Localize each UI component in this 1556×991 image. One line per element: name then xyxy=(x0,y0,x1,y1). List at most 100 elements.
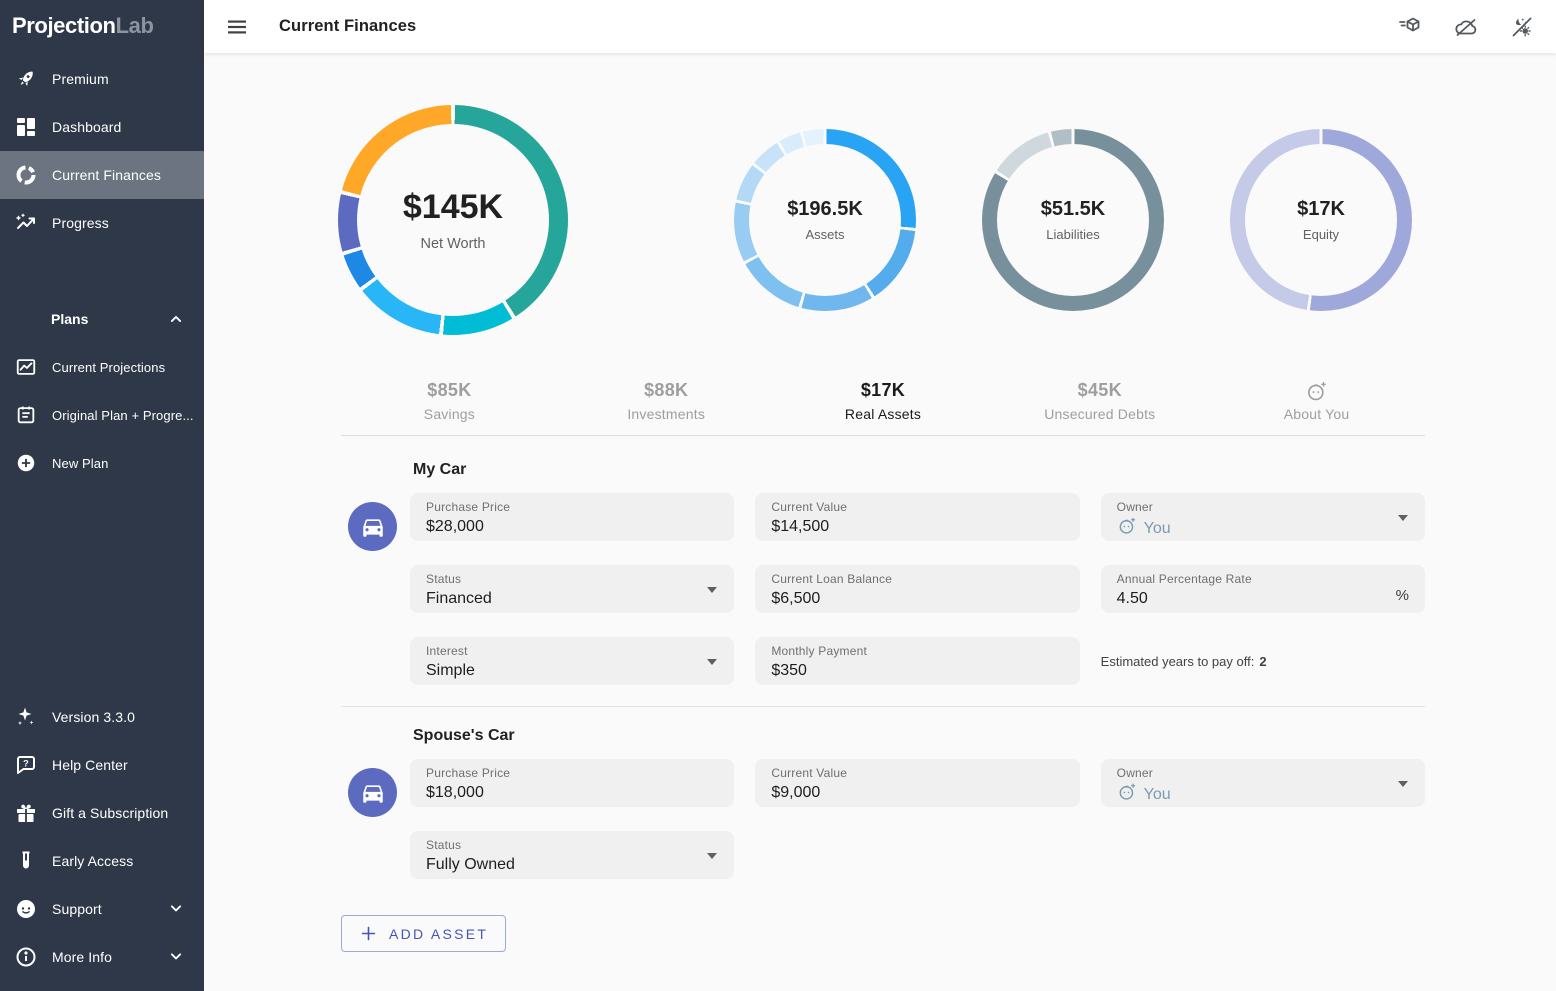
car-icon xyxy=(348,768,397,817)
dropdown-arrow-icon xyxy=(1398,515,1408,521)
asset-section-spouses-car: Spouse's Car Purchase Price $18,000 Curr… xyxy=(341,727,1425,879)
menu-icon[interactable] xyxy=(225,15,249,39)
tab-investments[interactable]: $88K Investments xyxy=(627,380,706,422)
sidebar-item-label: More Info xyxy=(52,949,113,965)
sidebar-item-label: Gift a Subscription xyxy=(52,805,169,821)
assets-value: $196.5K xyxy=(787,198,863,220)
asset-title: Spouse's Car xyxy=(413,727,515,744)
assets-label: Assets xyxy=(805,227,845,242)
net-worth-label: Net Worth xyxy=(420,236,486,252)
logo-secondary: Lab xyxy=(115,13,154,38)
sidebar-bottom-group: Version 3.3.0 ? Help Center Gift a Subsc… xyxy=(0,693,204,991)
owner-select[interactable]: Owner You xyxy=(1100,759,1425,807)
plus-circle-icon xyxy=(14,451,38,475)
current-value-field[interactable]: Current Value $14,500 xyxy=(755,493,1080,541)
tab-about-you[interactable]: About You xyxy=(1208,380,1425,422)
sidebar-item-original-plan[interactable]: Original Plan + Progre... xyxy=(0,391,204,439)
topbar-icons xyxy=(1397,14,1535,40)
plans-section-header[interactable]: Plans xyxy=(0,295,204,343)
test-tube-icon xyxy=(14,849,38,873)
sidebar-item-label: Premium xyxy=(52,71,109,87)
sidebar-item-label: Support xyxy=(52,901,102,917)
liabilities-label: Liabilities xyxy=(1046,227,1100,242)
sidebar-item-label: Progress xyxy=(52,215,109,231)
content: $145K Net Worth $196.5K Assets $51.5K Li… xyxy=(204,53,1556,991)
trending-up-icon xyxy=(14,211,38,235)
equity-label: Equity xyxy=(1302,227,1340,242)
sidebar-item-label: Current Projections xyxy=(52,359,166,375)
tab-unsecured-debts[interactable]: $45K Unsecured Debts xyxy=(1044,380,1156,422)
tab-real-assets[interactable]: $17K Real Assets xyxy=(844,380,922,422)
equity-donut: $17K Equity xyxy=(1230,129,1412,311)
sparkle-icon xyxy=(14,705,38,729)
dashboard-icon xyxy=(14,115,38,139)
app-logo: ProjectionLab xyxy=(0,0,204,55)
summary-donuts: $145K Net Worth $196.5K Assets $51.5K Li… xyxy=(338,105,1556,335)
line-chart-icon xyxy=(14,355,38,379)
rocket-icon xyxy=(14,67,38,91)
dropdown-arrow-icon xyxy=(1398,781,1408,787)
sidebar-item-label: Help Center xyxy=(52,757,128,773)
sidebar-item-premium[interactable]: Premium xyxy=(0,55,204,103)
sidebar-item-gift[interactable]: Gift a Subscription xyxy=(0,789,204,837)
sidebar-item-version[interactable]: Version 3.3.0 xyxy=(0,693,204,741)
baby-face-icon xyxy=(1117,782,1137,807)
current-value-field[interactable]: Current Value $9,000 xyxy=(755,759,1080,807)
sidebar-item-new-plan[interactable]: New Plan xyxy=(0,439,204,487)
purchase-price-field[interactable]: Purchase Price $28,000 xyxy=(410,493,735,541)
tab-savings[interactable]: $85K Savings xyxy=(423,380,475,422)
owner-value: You xyxy=(1117,516,1409,541)
category-tabs: $85K Savings $88K Investments $17K Real … xyxy=(341,380,1425,436)
asset-title: My Car xyxy=(413,461,467,478)
asset-fields: Purchase Price $18,000 Current Value $9,… xyxy=(410,759,1425,879)
status-select[interactable]: Status Fully Owned xyxy=(410,831,735,879)
sidebar-item-dashboard[interactable]: Dashboard xyxy=(0,103,204,151)
owner-select[interactable]: Owner You xyxy=(1100,493,1425,541)
cloud-off-icon[interactable] xyxy=(1453,14,1479,40)
sidebar-item-label: Current Finances xyxy=(52,167,161,183)
interest-select[interactable]: Interest Simple xyxy=(410,637,735,685)
purchase-price-field[interactable]: Purchase Price $18,000 xyxy=(410,759,735,807)
sidebar: ProjectionLab Premium Dashboard Current … xyxy=(0,0,204,991)
sidebar-item-label: New Plan xyxy=(52,455,109,471)
assets-donut: $196.5K Assets xyxy=(734,129,916,311)
car-icon xyxy=(348,502,397,551)
plans-group: Plans Current Projections Original Plan … xyxy=(0,295,204,487)
equity-value: $17K xyxy=(1297,198,1345,220)
sidebar-item-label: Version 3.3.0 xyxy=(52,709,136,725)
plus-icon xyxy=(359,924,378,943)
liabilities-donut: $51.5K Liabilities xyxy=(982,129,1164,311)
donut-chart-icon xyxy=(14,163,38,187)
current-loan-balance-field[interactable]: Current Loan Balance $6,500 xyxy=(755,565,1080,613)
liabilities-value: $51.5K xyxy=(1040,198,1106,220)
add-asset-button[interactable]: ADD ASSET xyxy=(341,915,507,952)
page-title: Current Finances xyxy=(279,17,417,35)
sidebar-item-progress[interactable]: Progress xyxy=(0,199,204,247)
sidebar-item-early-access[interactable]: Early Access xyxy=(0,837,204,885)
dropdown-arrow-icon xyxy=(707,659,718,665)
section-divider xyxy=(341,706,1425,707)
chevron-up-icon xyxy=(166,309,186,329)
theme-toggle-icon[interactable] xyxy=(1509,14,1535,40)
owner-value: You xyxy=(1117,782,1409,807)
net-worth-donut: $145K Net Worth xyxy=(338,105,568,335)
sidebar-item-current-finances[interactable]: Current Finances xyxy=(0,151,204,199)
sidebar-item-label: Original Plan + Progre... xyxy=(52,407,194,423)
baby-face-icon xyxy=(1208,380,1425,402)
sidebar-item-current-projections[interactable]: Current Projections xyxy=(0,343,204,391)
sidebar-item-more-info[interactable]: More Info xyxy=(0,933,204,981)
journal-icon xyxy=(14,403,38,427)
plans-header-label: Plans xyxy=(51,311,89,327)
baby-face-icon xyxy=(1117,516,1137,541)
status-select[interactable]: Status Financed xyxy=(410,565,735,613)
asset-section-my-car: My Car Purchase Price $28,000 Current Va… xyxy=(341,461,1425,685)
dropdown-arrow-icon xyxy=(707,853,718,859)
gift-icon xyxy=(14,801,38,825)
chevron-down-icon xyxy=(166,898,186,921)
sidebar-item-support[interactable]: Support xyxy=(0,885,204,933)
sidebar-item-help-center[interactable]: ? Help Center xyxy=(0,741,204,789)
sandbox-cube-icon[interactable] xyxy=(1397,14,1423,40)
annual-percentage-rate-field[interactable]: Annual Percentage Rate 4.50 % xyxy=(1100,565,1425,613)
monthly-payment-field[interactable]: Monthly Payment $350 xyxy=(755,637,1080,685)
chat-question-icon: ? xyxy=(14,753,38,777)
